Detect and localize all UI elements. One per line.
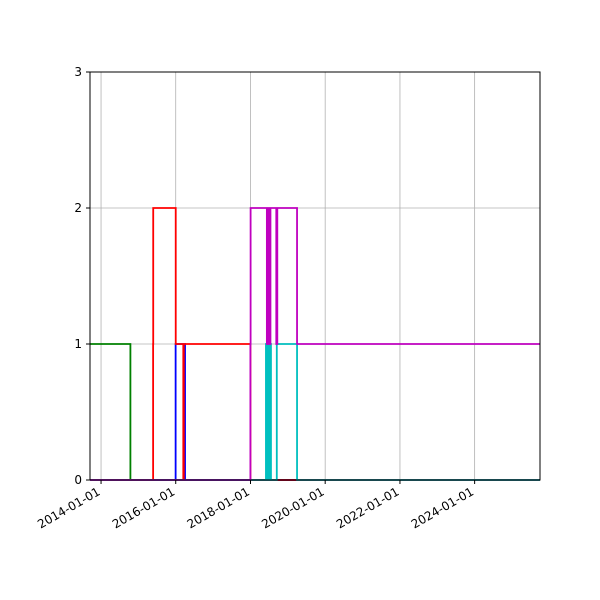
series-line [90, 207, 540, 481]
y-tick-label: 0 [74, 473, 82, 487]
series-line [90, 207, 540, 481]
y-tick-label: 3 [74, 65, 82, 79]
plot-frame [89, 71, 541, 481]
y-tick-label: 2 [74, 201, 82, 215]
plot-area-background [90, 72, 540, 480]
y-tick-label: 1 [74, 337, 82, 351]
